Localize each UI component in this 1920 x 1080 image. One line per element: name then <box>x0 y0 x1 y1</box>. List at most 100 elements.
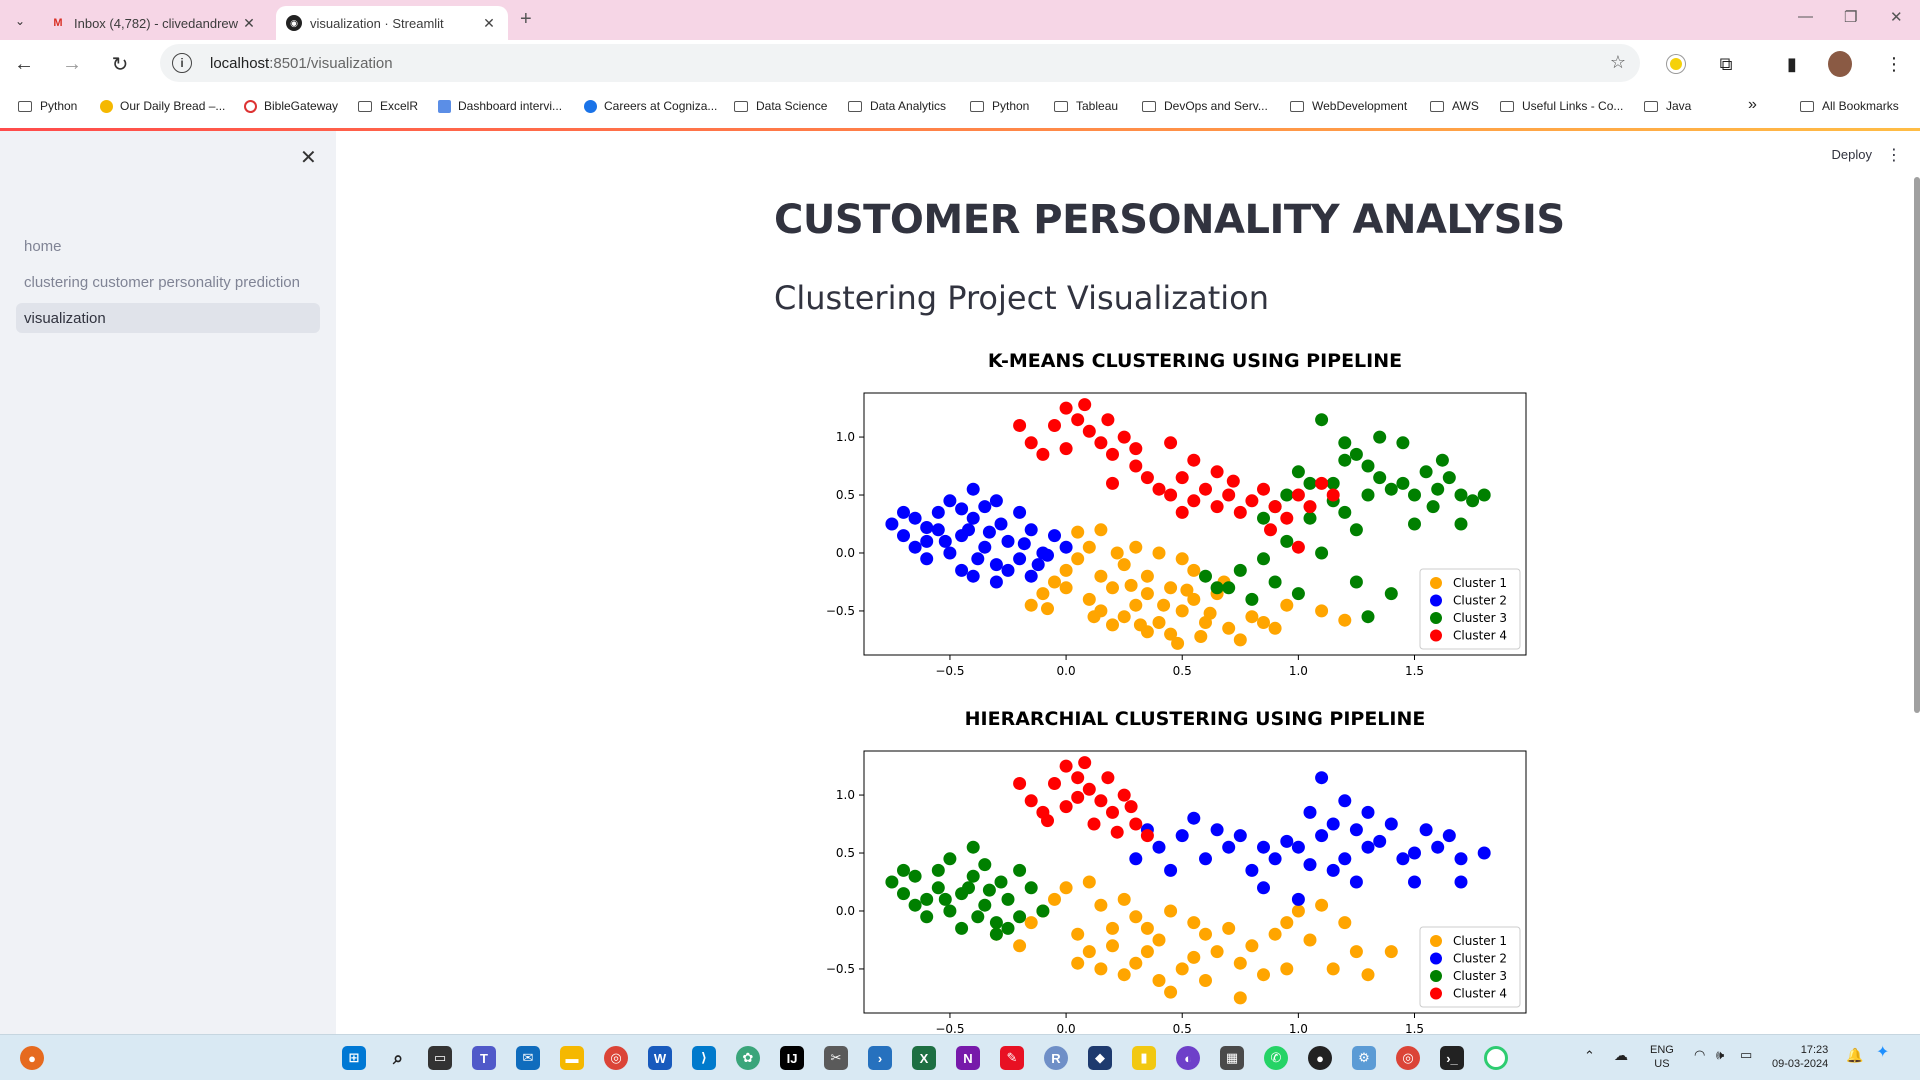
scrollbar[interactable] <box>1914 177 1920 713</box>
bookmark-item[interactable]: Dashboard intervi... <box>438 99 562 113</box>
close-sidebar-icon[interactable]: ✕ <box>300 147 317 169</box>
avatar[interactable] <box>1828 51 1852 77</box>
data-point <box>1187 563 1201 577</box>
browser-menu-icon[interactable]: ⋮ <box>1885 53 1903 74</box>
start-icon[interactable]: ⊞ <box>342 1046 366 1070</box>
tab-search-button[interactable]: ⌄ <box>14 14 26 28</box>
bookmarks-overflow-button[interactable]: » <box>1748 96 1757 113</box>
extensions-puzzle-icon[interactable]: ⧉ <box>1719 53 1733 74</box>
taskbar: ● ⊞ ⌕ ▭ T ✉ ▬ ◎ W ⟩ ✿ IJ ✂ › X N ✎ R ◆ ▮… <box>0 1034 1920 1080</box>
back-icon[interactable]: ← <box>14 52 34 75</box>
mysql-icon[interactable]: ◆ <box>1088 1046 1112 1070</box>
extension-icon[interactable] <box>1664 52 1688 76</box>
github-icon[interactable]: ◐ <box>1176 1046 1200 1070</box>
paint-icon[interactable]: ✎ <box>1000 1046 1024 1070</box>
side-panel-icon[interactable]: ▮ <box>1787 53 1797 74</box>
onenote-icon[interactable]: N <box>956 1046 980 1070</box>
tray-overflow-icon[interactable]: ⌃ <box>1584 1048 1595 1063</box>
loader-app-icon[interactable] <box>1484 1046 1508 1070</box>
tab-gmail[interactable]: M Inbox (4,782) - clivedandrew ✕ <box>40 6 268 40</box>
data-point <box>1041 548 1054 562</box>
powerbi-icon[interactable]: ▮ <box>1132 1046 1156 1070</box>
excel-icon[interactable]: X <box>912 1046 936 1070</box>
bookmark-item[interactable]: WebDevelopment <box>1290 99 1407 113</box>
data-point <box>1059 800 1073 814</box>
volume-icon[interactable]: 🕪 <box>1716 1047 1725 1062</box>
word-icon[interactable]: W <box>648 1046 672 1070</box>
hierarchical-scatter-plot: HIERARCHIAL CLUSTERING USING PIPELINE −0.… <box>826 708 1527 1034</box>
snipping-tool-icon[interactable]: ✂ <box>824 1046 848 1070</box>
notifications-bell-icon[interactable]: 🔔 <box>1846 1047 1864 1063</box>
data-point <box>1326 962 1340 976</box>
chrome-icon[interactable]: ◎ <box>604 1046 628 1070</box>
close-tab-icon[interactable]: ✕ <box>243 14 255 31</box>
file-explorer-icon[interactable]: ▬ <box>560 1046 584 1070</box>
language-indicator[interactable]: ENG US <box>1650 1043 1674 1071</box>
settings-icon[interactable]: ⚙ <box>1352 1046 1376 1070</box>
data-point <box>1373 471 1387 485</box>
data-point <box>1152 974 1166 987</box>
bookmark-item[interactable]: Careers at Cogniza... <box>584 99 717 113</box>
calculator-icon[interactable]: ▦ <box>1220 1046 1244 1070</box>
bookmark-item[interactable]: Useful Links - Co... <box>1500 99 1623 113</box>
wifi-icon[interactable]: ◠ <box>1694 1047 1706 1062</box>
legend-label: Cluster 1 <box>1453 934 1507 948</box>
sidebar-item-home[interactable]: home <box>16 231 320 261</box>
data-point <box>1315 476 1329 490</box>
bookmark-item[interactable]: Our Daily Bread –... <box>100 99 225 113</box>
address-bar[interactable]: i localhost:8501/visualization ☆ <box>160 44 1640 82</box>
vscode-icon[interactable]: ⟩ <box>692 1046 716 1070</box>
bookmark-item[interactable]: AWS <box>1430 99 1479 113</box>
data-point <box>1175 552 1189 566</box>
chrome-profile-icon[interactable]: ◎ <box>1396 1046 1420 1070</box>
obs-icon[interactable]: ● <box>1308 1046 1332 1070</box>
bookmark-item[interactable]: Tableau <box>1054 99 1118 113</box>
main-menu-icon[interactable]: ⋮ <box>1886 147 1902 164</box>
data-point <box>1245 494 1259 508</box>
task-view-icon[interactable]: ▭ <box>428 1046 452 1070</box>
site-info-icon[interactable]: i <box>172 53 192 73</box>
chatgpt-icon[interactable]: ✿ <box>736 1046 760 1070</box>
bookmark-item[interactable]: ExcelR <box>358 99 418 113</box>
close-window-icon[interactable]: ✕ <box>1890 9 1903 26</box>
bookmark-item[interactable]: Python <box>970 99 1029 113</box>
url-text: localhost:8501/visualization <box>210 55 393 72</box>
bookmark-item[interactable]: Data Science <box>734 99 827 113</box>
powershell-icon[interactable]: › <box>868 1046 892 1070</box>
data-point <box>1291 840 1305 854</box>
battery-icon[interactable]: ▭ <box>1740 1047 1753 1062</box>
bookmark-item[interactable]: BibleGateway <box>244 99 338 113</box>
new-tab-button[interactable]: + <box>520 8 532 30</box>
data-point <box>978 898 992 912</box>
data-point <box>1373 430 1387 444</box>
terminal-icon[interactable]: ›_ <box>1440 1046 1464 1070</box>
bookmark-item[interactable]: Data Analytics <box>848 99 946 113</box>
bookmark-item[interactable]: Python <box>18 99 77 113</box>
data-point <box>1024 436 1038 450</box>
notification-app-icon[interactable]: ● <box>20 1046 44 1070</box>
onedrive-icon[interactable]: ☁ <box>1614 1047 1628 1063</box>
clock[interactable]: 17:23 09-03-2024 <box>1772 1043 1828 1071</box>
search-icon[interactable]: ⌕ <box>392 1047 404 1068</box>
bookmark-item[interactable]: DevOps and Serv... <box>1142 99 1268 113</box>
reload-icon[interactable]: ↻ <box>111 53 129 76</box>
data-point <box>1280 488 1294 502</box>
whatsapp-icon[interactable]: ✆ <box>1264 1046 1288 1070</box>
tab-visualization[interactable]: ◉ visualization · Streamlit ✕ <box>276 6 508 40</box>
bookmark-star-icon[interactable]: ☆ <box>1609 52 1626 72</box>
all-bookmarks-button[interactable]: All Bookmarks <box>1800 99 1899 113</box>
intellij-icon[interactable]: IJ <box>780 1046 804 1070</box>
data-point <box>1175 604 1189 618</box>
minimize-icon[interactable]: — <box>1798 8 1813 25</box>
sidebar-item-clustering[interactable]: clustering customer personality predicti… <box>16 267 320 297</box>
restore-icon[interactable]: ❐ <box>1844 9 1858 26</box>
teams-icon[interactable]: T <box>472 1046 496 1070</box>
r-icon[interactable]: R <box>1044 1046 1068 1070</box>
close-tab-icon[interactable]: ✕ <box>483 14 495 31</box>
sidebar-item-visualization[interactable]: visualization <box>16 303 320 333</box>
bookmark-item[interactable]: Java <box>1644 99 1691 113</box>
deploy-button[interactable]: Deploy <box>1831 147 1872 162</box>
copilot-icon[interactable]: ✦ <box>1876 1044 1890 1061</box>
forward-icon[interactable]: → <box>62 52 82 75</box>
mail-icon[interactable]: ✉ <box>516 1046 540 1070</box>
